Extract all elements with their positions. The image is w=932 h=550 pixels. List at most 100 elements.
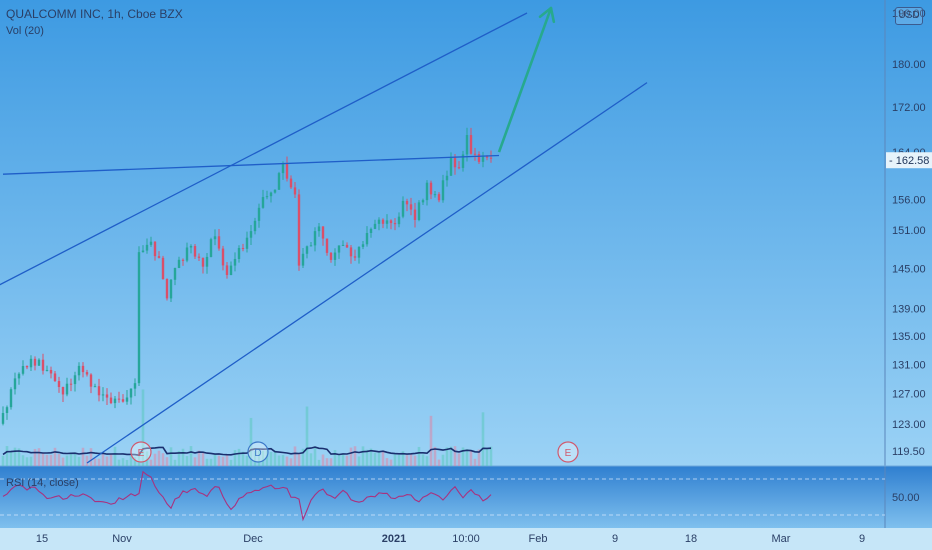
volume-bar [69,452,73,466]
candle [121,399,125,402]
candle [17,373,21,379]
volume-bar [337,455,341,466]
candle [329,252,333,260]
volume-bar [453,446,457,466]
price-tick-label: 180.00 [892,59,926,71]
candle [409,204,413,210]
time-tick-label: 10:00 [452,533,480,545]
volume-bar [77,456,81,466]
price-tick-label: 119.50 [892,446,925,458]
candle [433,194,437,196]
candle [401,200,405,217]
candle [149,241,153,245]
candle [277,173,281,190]
candle [5,407,9,413]
volume-bar [305,406,309,466]
candle [465,135,469,155]
volume-bar [93,458,97,466]
candle [421,200,425,203]
price-tick-label: 131.00 [892,359,926,371]
volume-bar [297,452,301,466]
candle [377,219,381,224]
projection-arrow-head [549,6,556,24]
currency-button[interactable]: USD [895,7,923,25]
candle [429,182,433,195]
time-tick-label: 18 [685,533,697,545]
volume-bar [293,446,297,466]
volume-bar [161,453,165,466]
candle [249,231,253,238]
volume-bar [33,448,37,466]
volume-bar [401,451,405,466]
price-tick-label: 172.00 [892,102,926,114]
volume-bar [317,459,321,466]
time-axis-background [0,528,932,550]
candle [297,194,301,266]
volume-bar [165,457,169,466]
candle [101,394,105,396]
candle [449,157,453,176]
candle [289,178,293,188]
candle [393,223,397,225]
volume-bar [285,456,289,466]
candle [69,383,73,385]
candle [241,248,245,250]
candle [321,226,325,239]
volume-bar [465,449,469,466]
candle [233,258,237,266]
volume-bar [485,448,489,466]
symbol-title: QUALCOMM INC, 1h, Cboe BZX [6,7,183,21]
price-tick-label: 156.00 [892,194,926,206]
volume-bar [257,450,261,466]
volume-bar [1,455,5,466]
volume-bar [357,456,361,466]
candle [193,246,197,257]
candle [49,369,53,374]
candle [65,383,69,395]
candle [29,358,33,368]
candles [1,127,493,426]
candle [489,157,493,159]
volume-bar [157,450,161,466]
volume-bar [105,456,109,466]
candle [77,365,81,376]
volume-bar [169,447,173,466]
volume-bar [373,452,377,466]
candle [33,358,37,366]
candle [185,247,189,261]
volume-bar [261,450,265,466]
candle [357,246,361,258]
volume-bar [229,459,233,466]
candle [305,246,309,254]
volume-bar [325,458,329,466]
volume-bar [289,458,293,466]
candle [145,244,149,251]
time-tick-label: Dec [243,533,263,545]
time-tick-label: Nov [112,533,132,545]
candle [209,239,213,257]
volume-label: Vol (20) [6,25,44,37]
volume-bars [1,389,493,466]
volume-bar [85,455,89,466]
rsi-line [2,470,492,522]
volume-bar [413,455,417,466]
candle [261,197,265,208]
candle [485,156,489,158]
earnings-marker [130,441,152,463]
earnings-marker [557,441,579,463]
volume-bar [273,450,277,466]
candle [129,388,133,398]
candle [61,387,65,395]
candle [133,383,137,389]
candle [113,398,117,404]
volume-bar [209,458,213,466]
candle [221,248,225,266]
volume-bar [377,452,381,466]
candle [437,194,441,201]
candle [181,259,185,261]
candle [85,372,89,375]
candle [445,175,449,181]
candle [177,259,181,268]
